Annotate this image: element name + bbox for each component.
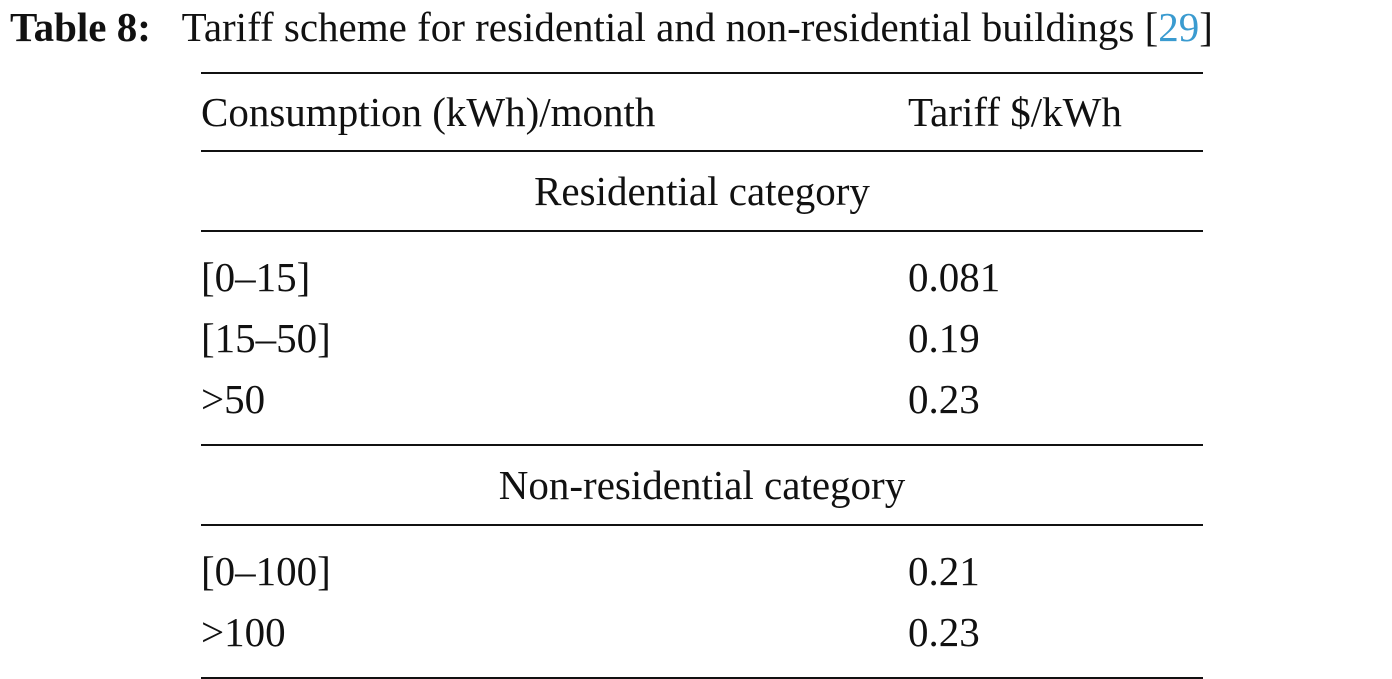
top-rule (201, 72, 1203, 74)
caption-close: ] (1199, 4, 1213, 50)
consumption-cell: >50 (201, 376, 266, 422)
section-title: Residential category (534, 168, 870, 214)
table-row: [15–50] 0.19 (201, 311, 1203, 372)
tariff-cell: 0.081 (908, 254, 1001, 300)
consumption-cell: [15–50] (201, 315, 331, 361)
tariff-table: Consumption (kWh)/month Tariff $/kWh Res… (201, 72, 1203, 679)
header-consumption: Consumption (kWh)/month (201, 89, 656, 135)
section-rule (201, 444, 1203, 446)
caption-label: Table 8: (10, 4, 151, 50)
table-row: [0–100] 0.21 (201, 544, 1203, 605)
tariff-cell: 0.19 (908, 315, 980, 361)
table-row: [0–15] 0.081 (201, 250, 1203, 311)
tariff-cell: 0.23 (908, 376, 980, 422)
consumption-cell: [0–100] (201, 548, 331, 594)
spacer (201, 666, 1203, 677)
section-title: Non-residential category (498, 462, 906, 508)
spacer (201, 433, 1203, 444)
consumption-cell: >100 (201, 609, 286, 655)
tariff-cell: 0.23 (908, 609, 980, 655)
spacer (201, 232, 1203, 250)
caption-body: Tariff scheme for residential and non-re… (181, 4, 1159, 50)
spacer (201, 526, 1203, 544)
table-caption: Table 8: Tariff scheme for residential a… (10, 2, 1390, 52)
section-title-residential: Residential category (201, 152, 1203, 230)
header-rule (201, 150, 1203, 152)
caption-text: Tariff scheme for residential and non-re… (161, 4, 1213, 50)
consumption-cell: [0–15] (201, 254, 311, 300)
header-tariff: Tariff $/kWh (908, 89, 1122, 135)
section-rule (201, 230, 1203, 232)
citation-link[interactable]: 29 (1158, 4, 1200, 50)
section-title-non-residential: Non-residential category (201, 446, 1203, 524)
tariff-cell: 0.21 (908, 548, 980, 594)
table-row: >100 0.23 (201, 605, 1203, 666)
table-row: >50 0.23 (201, 372, 1203, 433)
section-rule (201, 524, 1203, 526)
header-row: Consumption (kWh)/month Tariff $/kWh (201, 74, 1203, 150)
